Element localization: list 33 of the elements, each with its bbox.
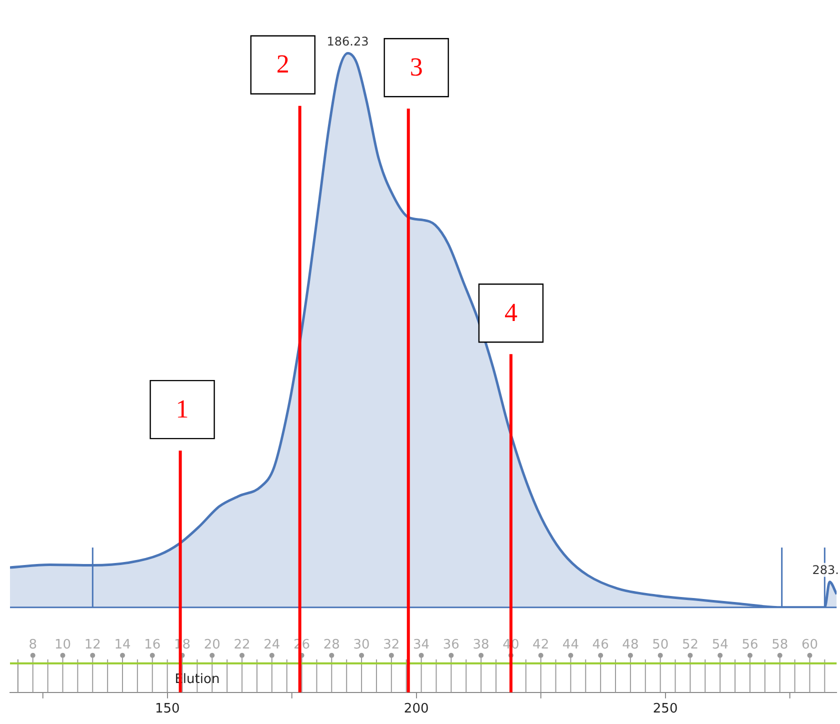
x2-tick-label: 32 <box>383 638 400 653</box>
x2-tick-label: 10 <box>54 638 72 653</box>
x2-tick-label: 14 <box>114 638 131 653</box>
annotation: 2 <box>276 50 290 79</box>
x2-tick-label: 24 <box>264 638 280 653</box>
annotation: 4 <box>504 298 518 327</box>
annotation: 283. <box>812 563 839 578</box>
x2-tick-label: 38 <box>472 638 490 653</box>
x2-tick-label: 36 <box>442 638 460 653</box>
annotation: 1 <box>176 394 189 424</box>
x2-tick-label: 8 <box>28 638 37 653</box>
x2-tick-label: 52 <box>682 638 698 653</box>
x2-tick-label: 34 <box>413 638 430 653</box>
x2-tick-label: 42 <box>532 638 550 653</box>
x2-tick-label: 50 <box>652 638 669 653</box>
x2-tick-label: 48 <box>622 638 639 653</box>
x-tick-label: 200 <box>404 702 429 717</box>
x2-tick-label: 20 <box>204 638 220 653</box>
x2-tick-label: 54 <box>712 638 728 653</box>
x2-tick-label: 60 <box>801 638 818 653</box>
x2-tick-label: 16 <box>144 638 161 653</box>
x2-tick-label: 46 <box>592 638 609 653</box>
x-tick-label: 250 <box>652 702 678 717</box>
annotation: 186.23 <box>326 34 369 48</box>
x2-tick-label: 56 <box>742 638 758 653</box>
x2-tick-label: 22 <box>234 638 250 653</box>
x2-tick-label: 44 <box>562 638 579 653</box>
x-tick-label: 150 <box>154 702 180 717</box>
x2-tick-label: 28 <box>323 638 340 653</box>
x2-tick-label: 58 <box>772 638 788 653</box>
annotation: 3 <box>410 52 423 82</box>
x2-tick-label: 12 <box>84 638 101 653</box>
x2-tick-label: 30 <box>353 638 370 653</box>
